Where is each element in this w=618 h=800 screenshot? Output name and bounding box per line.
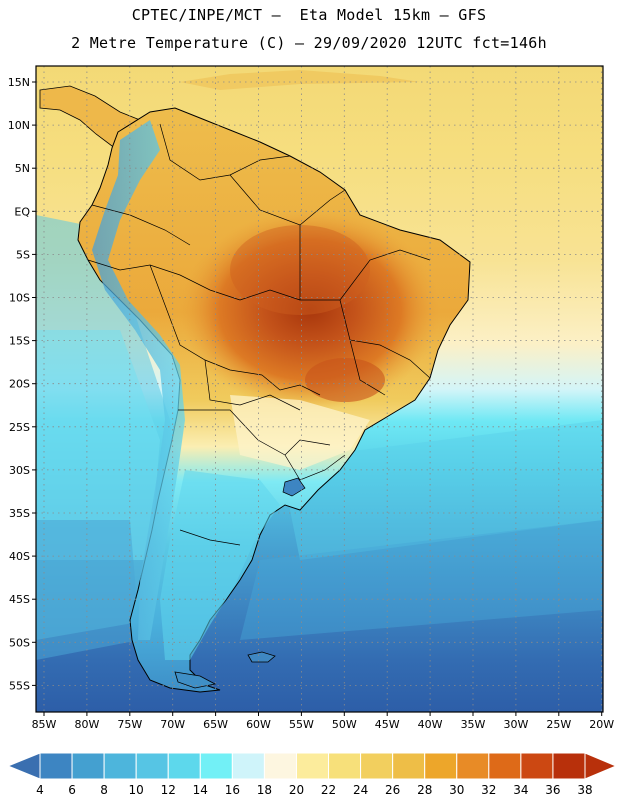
colorbar-swatch	[135, 752, 169, 780]
colorbar-left-arrow	[6, 752, 41, 780]
southern-cone-cool	[160, 470, 280, 660]
lon-label: 30W	[503, 718, 528, 731]
lat-label: 30S	[9, 464, 30, 477]
lat-label: 45S	[9, 593, 30, 606]
andes-cold-strip	[92, 120, 185, 640]
lon-label: 55W	[289, 718, 314, 731]
colorbar-label: 36	[545, 783, 560, 797]
lat-label: 5S	[16, 248, 30, 261]
map-frame	[35, 65, 604, 713]
southern-brazil-transition	[230, 395, 370, 470]
atlantic-blue-band	[240, 520, 603, 640]
colorbar-swatch	[71, 752, 105, 780]
colorbar-label: 10	[129, 783, 144, 797]
colorbar-right-arrow	[584, 752, 618, 780]
lat-label: EQ	[14, 205, 30, 218]
lon-label: 45W	[375, 718, 400, 731]
lon-label: 40W	[418, 718, 443, 731]
colorbar-label: 18	[257, 783, 272, 797]
lon-label: 65W	[203, 718, 228, 731]
colorbar-label: 38	[577, 783, 592, 797]
colorbar-label: 12	[161, 783, 176, 797]
atlantic-cyan-band	[280, 420, 603, 560]
colorbar-label: 30	[449, 783, 464, 797]
colorbar-label: 14	[193, 783, 208, 797]
colorbar: 4 6 8 10 12 14 16 18 20 22 24 26 28 30 32 34 36 38	[6, 752, 618, 797]
lon-label: 35W	[461, 718, 486, 731]
colorbar-swatch	[520, 752, 554, 780]
colorbar-swatch	[360, 752, 394, 780]
lat-label: 25S	[9, 421, 30, 434]
colorbar-swatch	[488, 752, 522, 780]
colorbar-label: 6	[68, 783, 76, 797]
colorbar-label: 26	[385, 783, 400, 797]
hot-core-southeast	[305, 358, 385, 402]
graticule	[36, 66, 603, 712]
lon-label: 70W	[160, 718, 185, 731]
lat-label: 10S	[9, 292, 30, 305]
lat-label: 15N	[8, 76, 30, 89]
lat-label: 20S	[9, 378, 30, 391]
lat-label: 5N	[15, 162, 30, 175]
hot-core-region	[180, 210, 440, 410]
lat-label: 35S	[9, 507, 30, 520]
lon-label: 85W	[32, 718, 57, 731]
colorbar-swatch	[263, 752, 297, 780]
colorbar-swatch	[167, 752, 201, 780]
colorbar-label: 34	[513, 783, 528, 797]
colorbar-swatch	[39, 752, 73, 780]
colorbar-label: 4	[36, 783, 44, 797]
title-line-2: 2 Metre Temperature (C) – 29/09/2020 12U…	[71, 34, 547, 52]
colorbar-label: 16	[225, 783, 240, 797]
colorbar-swatch	[552, 752, 586, 780]
lon-label: 60W	[246, 718, 271, 731]
colorbar-swatch	[231, 752, 265, 780]
tierra-del-fuego	[174, 671, 217, 689]
colorbar-swatch	[103, 752, 137, 780]
lagoa-dos-patos	[282, 477, 306, 497]
axis-ticks: 15N 10N 5N EQ 5S 10S 15S 20S 25S 30S 35S 40S 45S 50S 5…	[8, 76, 614, 731]
lat-label: 15S	[9, 335, 30, 348]
colorbar-label: 28	[417, 783, 432, 797]
colorbar-label: 22	[321, 783, 336, 797]
pacific-cyan-band	[36, 330, 160, 560]
colorbar-label: 32	[481, 783, 496, 797]
falkland-islands	[247, 651, 276, 663]
lat-label: 40S	[9, 550, 30, 563]
colorbar-label: 8	[100, 783, 108, 797]
lon-label: 50W	[332, 718, 357, 731]
pacific-blue-band	[36, 520, 140, 660]
lon-label: 75W	[117, 718, 142, 731]
caribbean-warm	[180, 70, 420, 90]
lon-label: 80W	[74, 718, 99, 731]
lat-label: 10N	[8, 119, 30, 132]
colorbar-swatch	[295, 752, 330, 780]
lon-label: 20W	[589, 718, 614, 731]
colorbar-label: 20	[289, 783, 304, 797]
colorbar-swatch	[328, 752, 362, 780]
country-borders	[87, 123, 431, 546]
lat-label: 55S	[9, 679, 30, 692]
colorbar-swatch	[456, 752, 490, 780]
colorbar-swatch	[392, 752, 426, 780]
title-line-1: CPTEC/INPE/MCT – Eta Model 15km – GFS	[131, 6, 487, 24]
colorbar-swatch	[199, 752, 233, 780]
colorbar-label: 24	[353, 783, 368, 797]
colorbar-swatch	[424, 752, 458, 780]
lon-label: 25W	[546, 718, 571, 731]
lat-label: 50S	[9, 636, 30, 649]
map-area	[36, 66, 603, 712]
